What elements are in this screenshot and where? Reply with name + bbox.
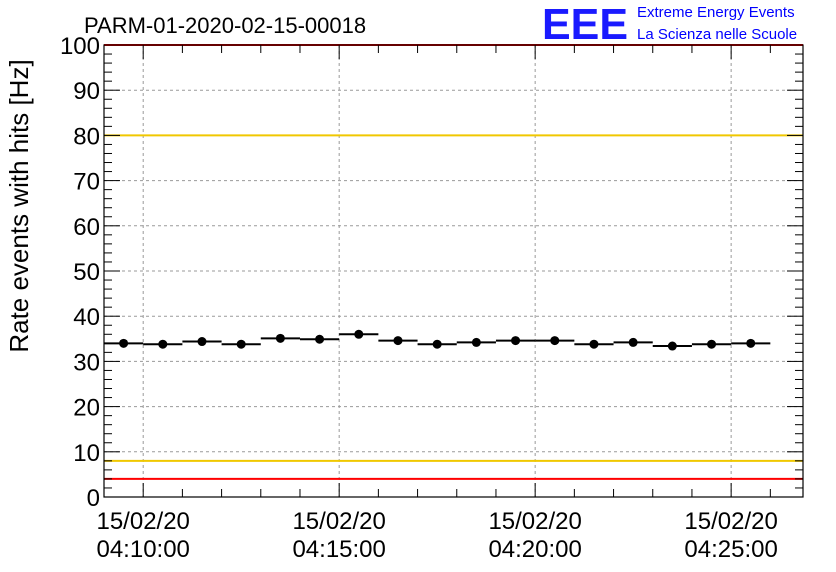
y-tick-label: 40: [73, 304, 100, 331]
x-tick-label-time: 04:10:00: [96, 536, 189, 563]
y-tick-label: 30: [73, 349, 100, 376]
x-tick-label-date: 15/02/20: [292, 508, 385, 535]
y-axis-label: Rate events with hits [Hz]: [4, 59, 34, 352]
data-point: [667, 341, 677, 351]
y-tick-label: 0: [87, 485, 100, 512]
logo-line-2: La Scienza nelle Scuole: [637, 26, 797, 43]
x-tick-label-date: 15/02/20: [488, 508, 581, 535]
x-tick-label-time: 04:20:00: [488, 536, 581, 563]
data-point: [119, 338, 129, 348]
data-point: [197, 337, 207, 347]
x-axis: 15/02/2004:10:0015/02/2004:15:0015/02/20…: [96, 45, 778, 563]
data-point: [158, 339, 168, 349]
data-point: [354, 329, 364, 339]
eee-logo: EEE Extreme Energy Events La Scienza nel…: [542, 0, 797, 49]
data-point: [393, 336, 403, 346]
y-tick-label: 100: [60, 33, 100, 60]
chart-title: PARM-01-2020-02-15-00018: [84, 13, 366, 38]
logo-line-1: Extreme Energy Events: [637, 4, 795, 21]
data-point: [432, 339, 442, 349]
data-point: [589, 339, 599, 349]
data-point: [511, 336, 521, 346]
data-series: [104, 329, 771, 351]
y-tick-label: 60: [73, 214, 100, 241]
grid: [104, 45, 803, 497]
data-point: [707, 339, 717, 349]
x-tick-label-date: 15/02/20: [96, 508, 189, 535]
y-tick-label: 90: [73, 78, 100, 105]
data-point: [550, 336, 560, 346]
x-tick-label-time: 04:15:00: [292, 536, 385, 563]
logo-letters: EEE: [542, 0, 628, 49]
data-point: [275, 333, 285, 343]
data-point: [471, 337, 481, 347]
data-point: [746, 338, 756, 348]
data-point: [315, 334, 325, 344]
y-tick-label: 80: [73, 123, 100, 150]
y-tick-label: 20: [73, 395, 100, 422]
data-point: [236, 339, 246, 349]
data-point: [628, 337, 638, 347]
y-tick-label: 70: [73, 169, 100, 196]
y-axis: 0 10 20 30 40 50 60 70 80 90 100: [60, 33, 803, 512]
y-tick-label: 50: [73, 259, 100, 286]
x-tick-label-time: 04:25:00: [684, 536, 777, 563]
reference-lines: [104, 44, 803, 480]
x-tick-label-date: 15/02/20: [684, 508, 777, 535]
y-tick-label: 10: [73, 440, 100, 467]
